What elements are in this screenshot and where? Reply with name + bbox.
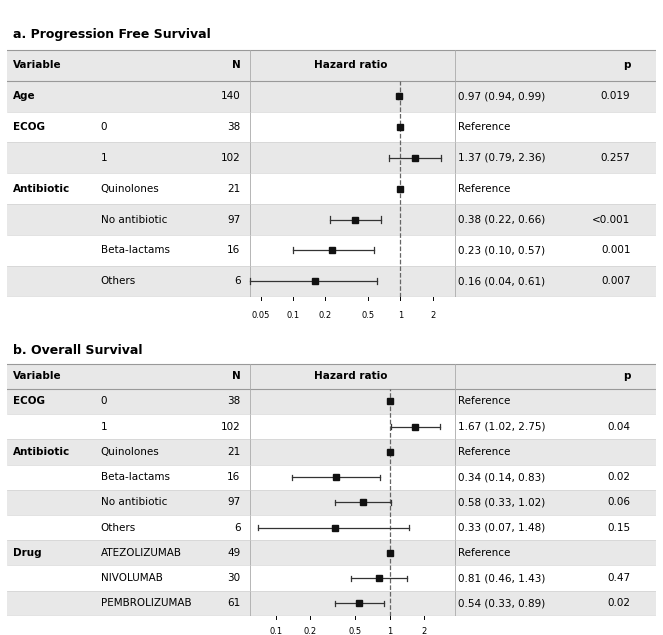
Bar [7, 540, 656, 566]
Text: 0.019: 0.019 [601, 91, 631, 101]
Text: 0.54 (0.33, 0.89): 0.54 (0.33, 0.89) [458, 598, 546, 608]
Text: 97: 97 [227, 497, 241, 507]
Text: 16: 16 [227, 245, 241, 255]
Text: Antibiotic: Antibiotic [13, 447, 70, 457]
Text: Reference: Reference [458, 184, 511, 194]
Text: Reference: Reference [458, 396, 511, 406]
Text: Age: Age [13, 91, 36, 101]
Text: ATEZOLIZUMAB: ATEZOLIZUMAB [101, 548, 182, 558]
Text: 6: 6 [234, 276, 241, 286]
Text: 61: 61 [227, 598, 241, 608]
Text: 0.15: 0.15 [607, 523, 631, 533]
Text: NIVOLUMAB: NIVOLUMAB [101, 573, 162, 583]
Text: a. Progression Free Survival: a. Progression Free Survival [13, 28, 211, 41]
Text: 2: 2 [422, 627, 426, 635]
Text: 0.16 (0.04, 0.61): 0.16 (0.04, 0.61) [458, 276, 546, 286]
Text: 0.81 (0.46, 1.43): 0.81 (0.46, 1.43) [458, 573, 546, 583]
Text: PEMBROLIZUMAB: PEMBROLIZUMAB [101, 598, 192, 608]
Text: 0.1: 0.1 [269, 627, 282, 635]
Text: Beta-lactams: Beta-lactams [101, 472, 170, 482]
Bar [7, 266, 656, 297]
Bar [7, 204, 656, 235]
Text: 0.2: 0.2 [319, 311, 332, 319]
Text: Reference: Reference [458, 548, 511, 558]
Text: 0.05: 0.05 [251, 311, 270, 319]
Text: 2: 2 [430, 311, 436, 319]
Text: 97: 97 [227, 215, 241, 225]
Text: Beta-lactams: Beta-lactams [101, 245, 170, 255]
Text: N: N [232, 60, 241, 70]
Text: 0: 0 [101, 122, 107, 132]
Text: 30: 30 [227, 573, 241, 583]
Bar [7, 490, 656, 515]
Text: b. Overall Survival: b. Overall Survival [13, 344, 143, 358]
Text: 0.06: 0.06 [607, 497, 631, 507]
Bar [7, 50, 656, 81]
Text: 38: 38 [227, 122, 241, 132]
Text: 0.33 (0.07, 1.48): 0.33 (0.07, 1.48) [458, 523, 546, 533]
Text: 1: 1 [398, 311, 403, 319]
Text: 0.1: 0.1 [286, 311, 300, 319]
Text: 0.5: 0.5 [361, 311, 375, 319]
Text: 1: 1 [101, 153, 107, 163]
Text: 102: 102 [221, 422, 241, 432]
Text: p: p [623, 371, 631, 381]
Bar [7, 591, 656, 616]
Bar [7, 81, 656, 112]
Text: Hazard ratio: Hazard ratio [314, 371, 388, 381]
Text: Antibiotic: Antibiotic [13, 184, 70, 194]
Text: 0.001: 0.001 [601, 245, 631, 255]
Text: 0.38 (0.22, 0.66): 0.38 (0.22, 0.66) [458, 215, 546, 225]
Text: Reference: Reference [458, 122, 511, 132]
Text: 0.04: 0.04 [607, 422, 631, 432]
Bar [7, 142, 656, 173]
Text: Drug: Drug [13, 548, 42, 558]
Text: 0.97 (0.94, 0.99): 0.97 (0.94, 0.99) [458, 91, 546, 101]
Text: 0.58 (0.33, 1.02): 0.58 (0.33, 1.02) [458, 497, 546, 507]
Text: Variable: Variable [13, 60, 62, 70]
Text: <0.001: <0.001 [592, 215, 631, 225]
Text: Others: Others [101, 276, 136, 286]
Bar [7, 364, 656, 389]
Text: 0.02: 0.02 [607, 598, 631, 608]
Text: 102: 102 [221, 153, 241, 163]
Text: No antibiotic: No antibiotic [101, 497, 167, 507]
Text: 21: 21 [227, 447, 241, 457]
Text: 6: 6 [234, 523, 241, 533]
Text: p: p [623, 60, 631, 70]
Text: Quinolones: Quinolones [101, 447, 160, 457]
Text: 21: 21 [227, 184, 241, 194]
Text: Others: Others [101, 523, 136, 533]
Text: 0.02: 0.02 [607, 472, 631, 482]
Text: 0.007: 0.007 [601, 276, 631, 286]
Text: 140: 140 [221, 91, 241, 101]
Bar [7, 389, 656, 414]
Text: 1: 1 [387, 627, 392, 635]
Text: 0.23 (0.10, 0.57): 0.23 (0.10, 0.57) [458, 245, 546, 255]
Text: Variable: Variable [13, 371, 62, 381]
Text: ECOG: ECOG [13, 396, 45, 406]
Text: No antibiotic: No antibiotic [101, 215, 167, 225]
Text: Hazard ratio: Hazard ratio [314, 60, 388, 70]
Text: 1: 1 [101, 422, 107, 432]
Text: 0.34 (0.14, 0.83): 0.34 (0.14, 0.83) [458, 472, 546, 482]
Text: 16: 16 [227, 472, 241, 482]
Text: 49: 49 [227, 548, 241, 558]
Text: 0.5: 0.5 [349, 627, 362, 635]
Text: 1.37 (0.79, 2.36): 1.37 (0.79, 2.36) [458, 153, 546, 163]
Text: 0.257: 0.257 [601, 153, 631, 163]
Text: N: N [232, 371, 241, 381]
Text: 1.67 (1.02, 2.75): 1.67 (1.02, 2.75) [458, 422, 546, 432]
Text: 38: 38 [227, 396, 241, 406]
Text: ECOG: ECOG [13, 122, 45, 132]
Text: Quinolones: Quinolones [101, 184, 160, 194]
Bar [7, 439, 656, 465]
Text: 0: 0 [101, 396, 107, 406]
Text: Reference: Reference [458, 447, 511, 457]
Text: 0.2: 0.2 [304, 627, 316, 635]
Text: 0.47: 0.47 [607, 573, 631, 583]
